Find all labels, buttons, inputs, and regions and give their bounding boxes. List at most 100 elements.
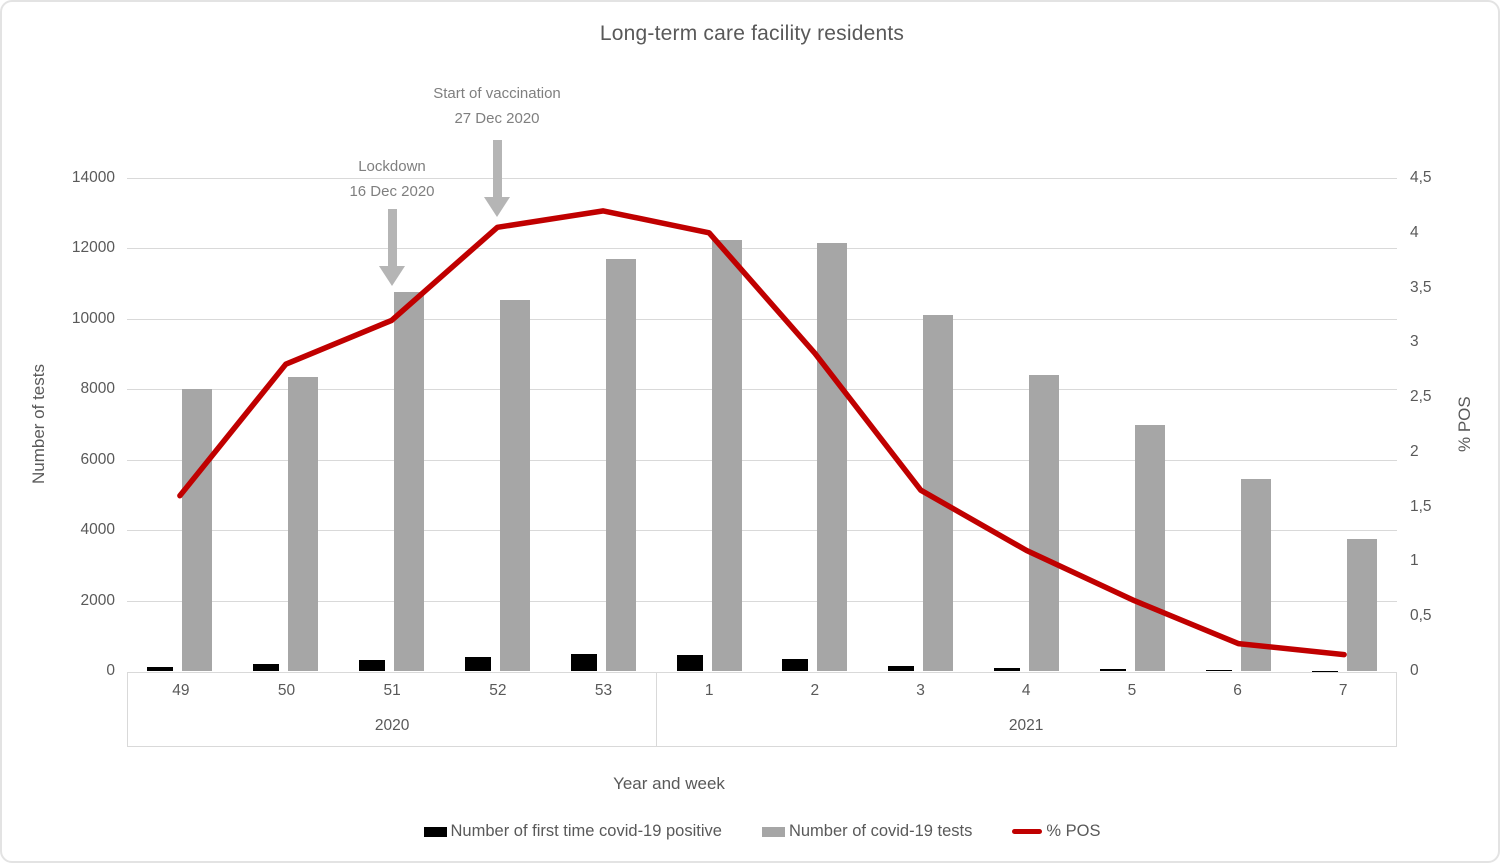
positives-bar — [1099, 669, 1126, 671]
tests-bar — [182, 389, 213, 671]
positives-bar — [994, 667, 1021, 671]
lockdown-annotation-line1: Lockdown — [358, 158, 426, 175]
legend-label-pos: % POS — [1046, 822, 1101, 840]
left-axis-tick: 6000 — [80, 450, 115, 468]
positives-swatch-icon — [423, 826, 447, 837]
gridline — [127, 530, 1397, 532]
right-axis-tick: 4,5 — [1410, 169, 1432, 186]
positives-bar — [1205, 670, 1232, 671]
week-label-1: 1 — [704, 682, 714, 699]
left-axis-tick: 2000 — [80, 591, 115, 609]
tests-bar — [605, 259, 636, 671]
week-label-6: 6 — [1233, 682, 1242, 699]
week-label-53: 53 — [594, 682, 613, 699]
year-label-row: 2020 2021 — [128, 710, 1396, 747]
pos-line-layer — [177, 208, 1347, 658]
left-axis-tick-labels: 14000 12000 10000 8000 6000 4000 2000 0 — [2, 169, 115, 679]
gridline — [127, 248, 1397, 250]
tests-bar — [1134, 424, 1165, 671]
tests-swatch-icon — [761, 826, 785, 837]
vaccination-annotation-line1: Start of vaccination — [433, 85, 561, 102]
positives-bar — [570, 653, 597, 671]
left-axis-tick: 0 — [106, 662, 115, 679]
x-axis-title: Year and week — [613, 774, 725, 793]
plot-area — [127, 178, 1397, 671]
right-axis-tick: 1,5 — [1410, 497, 1432, 515]
year-label-2020: 2020 — [374, 717, 410, 734]
vaccination-annotation: Start of vaccination 27 Dec 2020 — [377, 81, 617, 131]
positives-bar — [359, 660, 386, 671]
right-axis-tick: 1 — [1410, 552, 1419, 570]
week-label-50: 50 — [277, 682, 296, 699]
bar-group-week-49 — [127, 178, 233, 671]
tests-bar — [288, 376, 319, 671]
gridline — [127, 318, 1397, 320]
bar-group-week-50 — [233, 178, 339, 671]
lockdown-annotation: Lockdown 16 Dec 2020 — [272, 154, 512, 204]
vaccination-arrow-shaft — [493, 140, 502, 198]
legend-item-pos: % POS — [1012, 822, 1100, 841]
legend-label-positives: Number of first time covid-19 positive — [450, 822, 722, 840]
vaccination-annotation-line2: 27 Dec 2020 — [454, 110, 540, 127]
left-axis-tick: 10000 — [71, 309, 115, 327]
bar-group-week-51 — [339, 178, 445, 671]
bar-group-week-53 — [550, 178, 656, 671]
pos-line-series — [177, 208, 1347, 658]
legend-label-tests: Number of covid-19 tests — [788, 822, 973, 840]
positives-bar — [888, 665, 915, 671]
left-axis-tick: 4000 — [80, 521, 115, 539]
week-label-2: 2 — [810, 682, 820, 699]
tests-bar — [1029, 375, 1060, 671]
legend: Number of first time covid-19 positive N… — [127, 822, 1397, 841]
week-label-7: 7 — [1338, 682, 1348, 699]
bar-group-week-52 — [444, 178, 550, 671]
right-axis-tick-labels: 4,5 4 3,5 3 2,5 2 1,5 1 0,5 0 — [1410, 169, 1480, 679]
bar-group-week-2 — [762, 178, 868, 671]
year-label-2021: 2021 — [1008, 717, 1044, 734]
lockdown-arrow-shaft — [388, 209, 397, 267]
right-axis-tick: 3,5 — [1410, 278, 1432, 296]
lockdown-arrow-head — [379, 266, 405, 286]
legend-item-positives: Number of first time covid-19 positive — [423, 822, 722, 841]
tests-bar — [817, 243, 848, 671]
tests-bar — [711, 239, 742, 671]
left-axis-tick: 8000 — [80, 380, 115, 398]
positives-bar — [464, 656, 491, 671]
week-label-51: 51 — [383, 682, 401, 699]
x-axis-category-box: 49 50 51 52 53 1 2 3 4 5 6 7 2020 2021 — [127, 672, 1397, 747]
legend-item-tests: Number of covid-19 tests — [761, 822, 973, 841]
tests-bar — [394, 292, 425, 671]
pos-line-swatch-icon — [1012, 829, 1043, 834]
gridline — [127, 459, 1397, 461]
tests-bar — [499, 299, 530, 671]
week-label-5: 5 — [1127, 682, 1137, 699]
left-axis-tick: 14000 — [71, 169, 115, 186]
positives-bar — [147, 667, 174, 671]
right-axis-tick: 3 — [1410, 333, 1419, 351]
week-label-3: 3 — [916, 682, 925, 699]
bar-group-week-7 — [1291, 178, 1397, 671]
week-label-4: 4 — [1021, 682, 1031, 699]
gridline — [127, 389, 1397, 391]
gridline — [127, 600, 1397, 602]
year-group-divider — [656, 673, 658, 746]
right-axis-tick: 2,5 — [1410, 388, 1432, 406]
chart-title: Long-term care facility residents — [599, 22, 905, 45]
right-axis-tick: 2 — [1410, 442, 1419, 460]
right-axis-tick: 0,5 — [1410, 607, 1432, 625]
bar-group-week-1 — [656, 178, 762, 671]
right-axis-tick: 4 — [1410, 223, 1419, 241]
tests-bar — [1346, 538, 1377, 671]
lockdown-annotation-line2: 16 Dec 2020 — [349, 183, 435, 200]
gridline — [127, 178, 1397, 179]
right-axis-tick: 0 — [1410, 662, 1419, 679]
positives-bar — [676, 654, 703, 671]
bar-group-week-6 — [1185, 178, 1291, 671]
vaccination-arrow-head — [484, 197, 510, 217]
week-label-row: 49 50 51 52 53 1 2 3 4 5 6 7 — [128, 673, 1396, 710]
bar-group-week-4 — [974, 178, 1080, 671]
bar-group-week-5 — [1079, 178, 1185, 671]
positives-bar — [782, 659, 809, 671]
tests-bar — [1240, 479, 1271, 671]
